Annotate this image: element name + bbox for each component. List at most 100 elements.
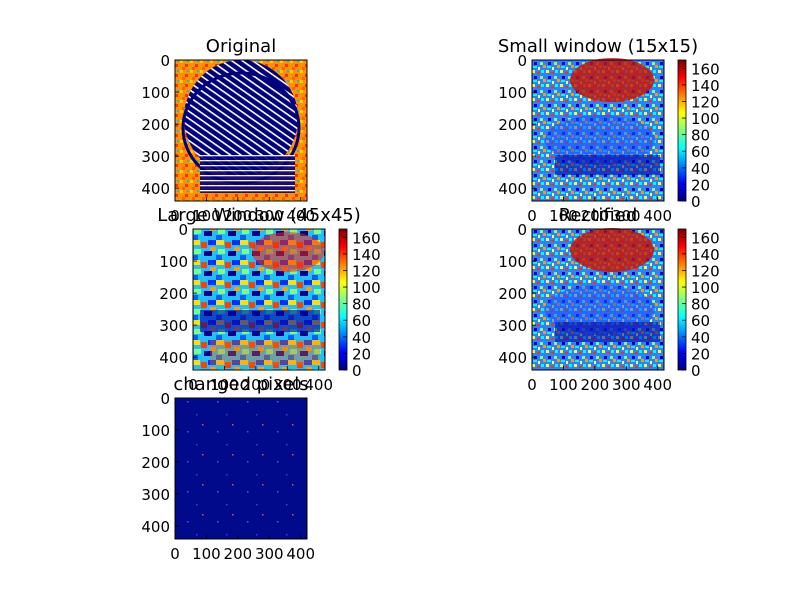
axes-frame (531, 228, 665, 371)
colorbar-tick-label: 140 (352, 246, 381, 264)
y-tick-label: 100 (141, 422, 170, 440)
colorbar (677, 228, 687, 371)
colorbar-tick-label: 40 (691, 329, 710, 347)
x-tick-label: 300 (273, 376, 302, 394)
y-tick-label: 400 (498, 180, 527, 198)
colorbar-tick-label: 120 (352, 262, 381, 280)
y-tick-label: 300 (498, 148, 527, 166)
x-tick-label: 400 (643, 207, 672, 225)
colorbar-tick-label: 80 (691, 127, 710, 145)
panel-original (174, 59, 308, 202)
colorbar-tick-label: 160 (691, 229, 720, 247)
fingerprint-core (184, 60, 298, 176)
colorbar-tick-label: 100 (691, 279, 720, 297)
colorbar-tick-label: 160 (352, 229, 381, 247)
x-tick-label: 100 (192, 545, 221, 563)
colorbar-tick-label: 60 (691, 143, 710, 161)
fingerprint-lower (200, 155, 295, 193)
x-tick-label: 200 (224, 207, 253, 225)
y-tick-label: 400 (159, 349, 188, 367)
x-tick-label: 0 (170, 545, 180, 563)
colorbar-tick-label: 120 (691, 262, 720, 280)
colorbar-tick-label: 100 (691, 110, 720, 128)
y-tick-label: 200 (498, 116, 527, 134)
axes-frame (174, 59, 308, 202)
x-tick-label: 400 (304, 376, 333, 394)
colorbar-tick-label: 120 (691, 93, 720, 111)
colorbar-tick-label: 0 (691, 193, 701, 211)
y-tick-label: 0 (178, 221, 188, 239)
x-tick-label: 300 (612, 207, 641, 225)
blue-band (555, 322, 660, 342)
x-tick-label: 100 (549, 376, 578, 394)
red-region (570, 228, 654, 272)
blue-band (555, 155, 660, 175)
x-tick-label: 200 (581, 376, 610, 394)
y-tick-label: 0 (517, 221, 527, 239)
chart-title: Original (206, 36, 276, 57)
colorbar-tick-label: 140 (691, 77, 720, 95)
x-tick-label: 400 (286, 545, 315, 563)
colorbar-tick-label: 60 (691, 312, 710, 330)
chart-title: Rectified (559, 205, 638, 226)
x-tick-label: 100 (192, 207, 221, 225)
colorbar (677, 59, 687, 202)
y-tick-label: 200 (498, 285, 527, 303)
colorbar-tick-label: 40 (352, 329, 371, 347)
panel-large-window (192, 228, 348, 371)
x-tick-label: 400 (643, 376, 672, 394)
chart-title: Large Window (45x45) (157, 205, 361, 226)
chart-title: Small window (15x15) (498, 36, 698, 57)
axes-frame (174, 397, 308, 540)
blue-region (545, 115, 655, 165)
y-tick-label: 200 (141, 454, 170, 472)
colorbar-tick-label: 20 (691, 345, 710, 363)
x-tick-label: 0 (188, 376, 198, 394)
y-tick-label: 400 (498, 349, 527, 367)
y-tick-label: 0 (517, 52, 527, 70)
x-tick-label: 0 (527, 207, 537, 225)
colorbar (338, 228, 348, 371)
red-region (570, 58, 654, 102)
x-tick-label: 200 (242, 376, 271, 394)
x-tick-label: 400 (286, 207, 315, 225)
y-tick-label: 100 (498, 84, 527, 102)
colorbar-tick-label: 80 (691, 296, 710, 314)
x-tick-label: 100 (549, 207, 578, 225)
x-tick-label: 200 (581, 207, 610, 225)
stripe-region (210, 340, 320, 365)
y-tick-label: 200 (141, 116, 170, 134)
panel-small-window (531, 58, 687, 202)
blue-band (200, 310, 320, 332)
y-tick-label: 400 (141, 518, 170, 536)
colorbar-tick-label: 0 (352, 362, 362, 380)
colorbar-tick-label: 20 (352, 345, 371, 363)
colorbar-tick-label: 140 (691, 246, 720, 264)
y-tick-label: 0 (160, 52, 170, 70)
x-tick-label: 0 (527, 376, 537, 394)
axes-frame (192, 228, 326, 371)
y-tick-label: 0 (160, 390, 170, 408)
chart-title: changed pixels (173, 374, 308, 395)
colorbar-tick-label: 20 (691, 176, 710, 194)
colorbar-tick-label: 80 (352, 296, 371, 314)
colorbar-tick-label: 160 (691, 60, 720, 78)
colorbar-tick-label: 60 (352, 312, 371, 330)
y-tick-label: 300 (498, 317, 527, 335)
x-tick-label: 300 (255, 545, 284, 563)
colorbar-tick-label: 0 (691, 362, 701, 380)
colorbar-tick-label: 40 (691, 160, 710, 178)
image-area (175, 398, 307, 539)
x-tick-label: 200 (224, 545, 253, 563)
y-tick-label: 400 (141, 180, 170, 198)
y-tick-label: 100 (159, 253, 188, 271)
panel-rectified (531, 228, 687, 371)
red-region (252, 232, 324, 272)
y-tick-label: 100 (498, 253, 527, 271)
y-tick-label: 100 (141, 84, 170, 102)
x-tick-label: 300 (255, 207, 284, 225)
x-tick-label: 300 (612, 376, 641, 394)
colorbar-tick-label: 100 (352, 279, 381, 297)
